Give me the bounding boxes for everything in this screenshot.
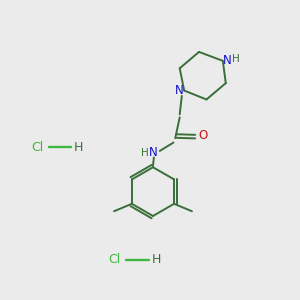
Text: H: H (74, 140, 83, 154)
Text: H: H (151, 254, 160, 266)
Text: O: O (199, 129, 208, 142)
Text: Cl: Cl (108, 254, 121, 266)
Text: N: N (175, 84, 184, 97)
Text: H: H (141, 148, 148, 158)
Text: Cl: Cl (31, 140, 43, 154)
Text: N: N (223, 54, 232, 67)
Text: H: H (232, 54, 240, 64)
Text: N: N (148, 146, 157, 160)
